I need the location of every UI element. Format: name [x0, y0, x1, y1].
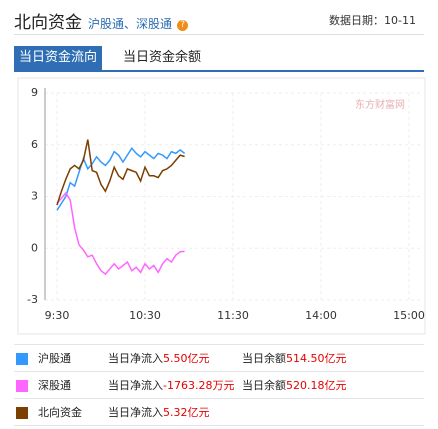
subtitle[interactable]: 沪股通、深股通 [88, 17, 173, 31]
x-tick-label: 9:30 [45, 309, 70, 322]
chart: 东方财富网 -3 0 3 6 9 9:30 10:30 11:30 14:00 15:00 [17, 77, 426, 335]
balance-cell: 当日余额520.18亿元 [240, 371, 424, 399]
balance-cell [240, 398, 424, 426]
header: 北向资金 沪股通、深股通 ? 数据日期：10-11 [14, 8, 424, 35]
chart-frame [17, 77, 426, 335]
date-label: 数据日期： [329, 14, 385, 27]
net-value: 5.32亿元 [163, 406, 210, 419]
x-tick-label: 10:30 [129, 309, 161, 322]
summary-row: 北向资金 当日净流入5.32亿元 [14, 398, 424, 426]
balance-label: 当日余额 [242, 352, 286, 365]
net-cell: 当日净流入5.50亿元 [106, 344, 240, 372]
legend-cell [14, 398, 36, 426]
tab[interactable]: 当日资金余额 [123, 50, 202, 65]
summary-row: 深股通 当日净流入-1763.28万元 当日余额520.18亿元 [14, 371, 424, 399]
legend-name: 沪股通 [36, 344, 106, 372]
line [56, 191, 185, 276]
y-tick-label: 3 [31, 190, 38, 203]
line [56, 139, 185, 206]
legend-cell [14, 344, 36, 372]
balance-cell: 当日余额514.50亿元 [240, 344, 424, 372]
date: 数据日期：10-11 [329, 12, 416, 28]
y-tick-label: 9 [31, 86, 38, 99]
legend-swatch [16, 406, 28, 419]
net-label: 当日净流入 [108, 379, 163, 392]
balance-value: 520.18亿元 [286, 379, 347, 392]
legend-swatch [16, 379, 28, 392]
x-tick-label: 11:30 [217, 309, 249, 322]
legend-swatch [16, 352, 28, 365]
summary-table: 沪股通 当日净流入5.50亿元 当日余额514.50亿元 深股通 当日净流入-1763.… [14, 344, 424, 426]
legend-name: 北向资金 [36, 398, 106, 426]
date-value: 10-11 [384, 14, 416, 27]
net-value: -1763.28万元 [163, 379, 235, 392]
y-tick-label: 0 [31, 241, 38, 254]
net-value: 5.50亿元 [163, 352, 210, 365]
help-icon[interactable]: ? [177, 20, 189, 31]
x-tick-label: 15:00 [393, 309, 425, 322]
legend-cell [14, 371, 36, 399]
y-tick-label: -3 [27, 293, 38, 306]
tab[interactable]: 当日资金流向 [14, 46, 103, 70]
title: 北向资金 [14, 13, 82, 33]
watermark: 东方财富网 [355, 98, 405, 111]
net-cell: 当日净流入-1763.28万元 [106, 371, 240, 399]
legend-name: 深股通 [36, 371, 106, 399]
net-cell: 当日净流入5.32亿元 [106, 398, 240, 426]
y-tick-label: 6 [31, 138, 38, 151]
balance-label: 当日余额 [242, 379, 286, 392]
line [56, 146, 186, 211]
net-label: 当日净流入 [108, 352, 163, 365]
tabs: 当日资金流向 当日资金余额 [14, 46, 424, 72]
summary-row: 沪股通 当日净流入5.50亿元 当日余额514.50亿元 [14, 344, 424, 372]
net-label: 当日净流入 [108, 406, 163, 419]
balance-value: 514.50亿元 [286, 352, 347, 365]
x-tick-label: 14:00 [305, 309, 337, 322]
